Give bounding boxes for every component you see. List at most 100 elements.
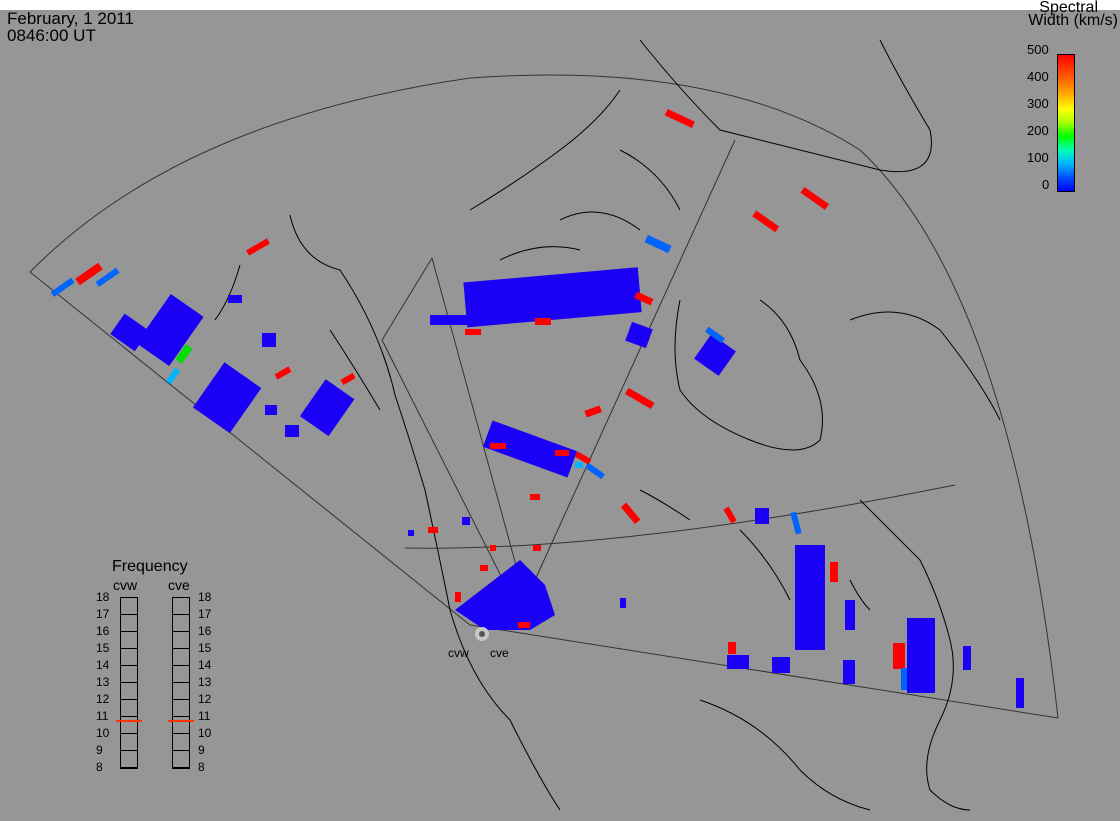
frequency-cell — [173, 700, 189, 717]
frequency-cell — [121, 683, 137, 700]
scatter-cell — [752, 210, 780, 233]
frequency-tick: 16 — [96, 624, 110, 638]
date-label: February, 1 2011 — [7, 9, 134, 28]
scatter-cell — [830, 562, 838, 582]
frequency-cell — [121, 649, 137, 666]
scatter-cell — [843, 660, 855, 684]
frequency-cell — [121, 751, 137, 768]
colorbar-tick: 100 — [1027, 150, 1049, 165]
scatter-cell — [285, 425, 299, 437]
scatter-cell — [192, 362, 262, 434]
colorbar-title-line1: Spectral — [1039, 0, 1098, 16]
scatter-cell — [575, 462, 583, 468]
scatter-cell — [165, 367, 181, 385]
scatter-cell — [228, 295, 242, 303]
frequency-marker-cvw — [116, 720, 142, 723]
fov-west-edge — [29, 271, 471, 626]
fov-boundary-mid — [431, 257, 521, 581]
frequency-tick: 17 — [96, 607, 110, 621]
scatter-cell — [455, 560, 555, 630]
scatter-cell — [727, 655, 749, 669]
scatter-cell — [50, 277, 75, 297]
frequency-cell — [173, 734, 189, 751]
site-label-cvw: cvw — [448, 646, 469, 660]
frequency-column-cve — [172, 597, 190, 769]
coastline-west — [289, 214, 561, 811]
colorbar-tick: 500 — [1027, 42, 1049, 57]
colorbar-tick: 300 — [1027, 96, 1049, 111]
frequency-cell — [173, 615, 189, 632]
scatter-cell — [664, 108, 695, 128]
coastline-east — [859, 499, 971, 811]
scatter-cell — [772, 657, 790, 673]
scatter-cell — [455, 592, 461, 602]
scatter-cell — [462, 517, 470, 525]
frequency-cell — [173, 649, 189, 666]
radar-map — [29, 39, 1059, 811]
scatter-cell — [644, 234, 672, 254]
scatter-cell — [555, 450, 569, 456]
radar-backscatter — [50, 108, 1024, 708]
coastline-greenland — [639, 39, 932, 173]
frequency-tick: 12 — [198, 692, 212, 706]
field-of-view-outline — [29, 74, 1059, 719]
scatter-cell — [790, 511, 802, 535]
frequency-tick: 8 — [198, 760, 205, 774]
frequency-tick: 10 — [198, 726, 212, 740]
scatter-cell — [723, 506, 737, 524]
scatter-cell — [95, 267, 120, 287]
radar-name-cvw: cvw — [113, 577, 138, 593]
frequency-tick: 17 — [198, 607, 212, 621]
fov-boundary-cve — [534, 139, 736, 581]
scatter-cell — [175, 344, 193, 364]
frequency-tick: 15 — [198, 641, 212, 655]
scatter-cell — [625, 387, 655, 409]
scatter-cell — [728, 642, 736, 654]
scatter-cell — [530, 494, 540, 500]
frequency-cell — [121, 700, 137, 717]
scatter-cell — [755, 508, 769, 524]
frequency-tick: 12 — [96, 692, 110, 706]
scatter-cell — [535, 318, 551, 325]
colorbar-tick: 0 — [1042, 177, 1050, 192]
scatter-cell — [299, 379, 355, 437]
frequency-tick: 11 — [198, 709, 211, 723]
frequency-tick: 9 — [198, 743, 205, 757]
scatter-cell — [634, 291, 654, 306]
scatter-cell — [265, 405, 277, 415]
scatter-cell — [428, 527, 438, 533]
colorbar-tick: 400 — [1027, 69, 1049, 84]
frequency-cell — [173, 717, 189, 734]
scatter-cell — [625, 321, 653, 349]
frequency-tick: 14 — [96, 658, 110, 672]
frequency-cell — [121, 598, 137, 615]
fov-outer-arc — [29, 74, 1059, 719]
frequency-tick: 8 — [96, 760, 103, 774]
frequency-tick: 18 — [198, 590, 212, 604]
scatter-cell — [262, 333, 276, 347]
fov-south-edge — [469, 624, 1059, 719]
frequency-column-cvw — [120, 597, 138, 769]
fov-inner-arc — [404, 484, 956, 549]
radar-site-center — [479, 631, 485, 637]
scatter-cell — [75, 262, 103, 286]
scatter-cell — [584, 405, 602, 418]
frequency-cell — [121, 632, 137, 649]
time-label: 0846:00 UT — [7, 26, 96, 45]
scatter-cell — [845, 600, 855, 630]
frequency-cell — [173, 751, 189, 768]
frequency-tick: 15 — [96, 641, 110, 655]
frequency-tick: 9 — [96, 743, 103, 757]
scatter-cell — [963, 646, 971, 670]
scatter-cell — [465, 329, 481, 335]
scatter-cell — [901, 668, 907, 690]
frequency-tick: 11 — [96, 709, 109, 723]
scatter-cell — [893, 643, 905, 669]
colorbar-tick: 200 — [1027, 123, 1049, 138]
frequency-cell — [173, 666, 189, 683]
frequency-cell — [173, 598, 189, 615]
coastline-gulf — [699, 699, 871, 811]
frequency-cell — [121, 734, 137, 751]
frequency-tick: 13 — [198, 675, 212, 689]
